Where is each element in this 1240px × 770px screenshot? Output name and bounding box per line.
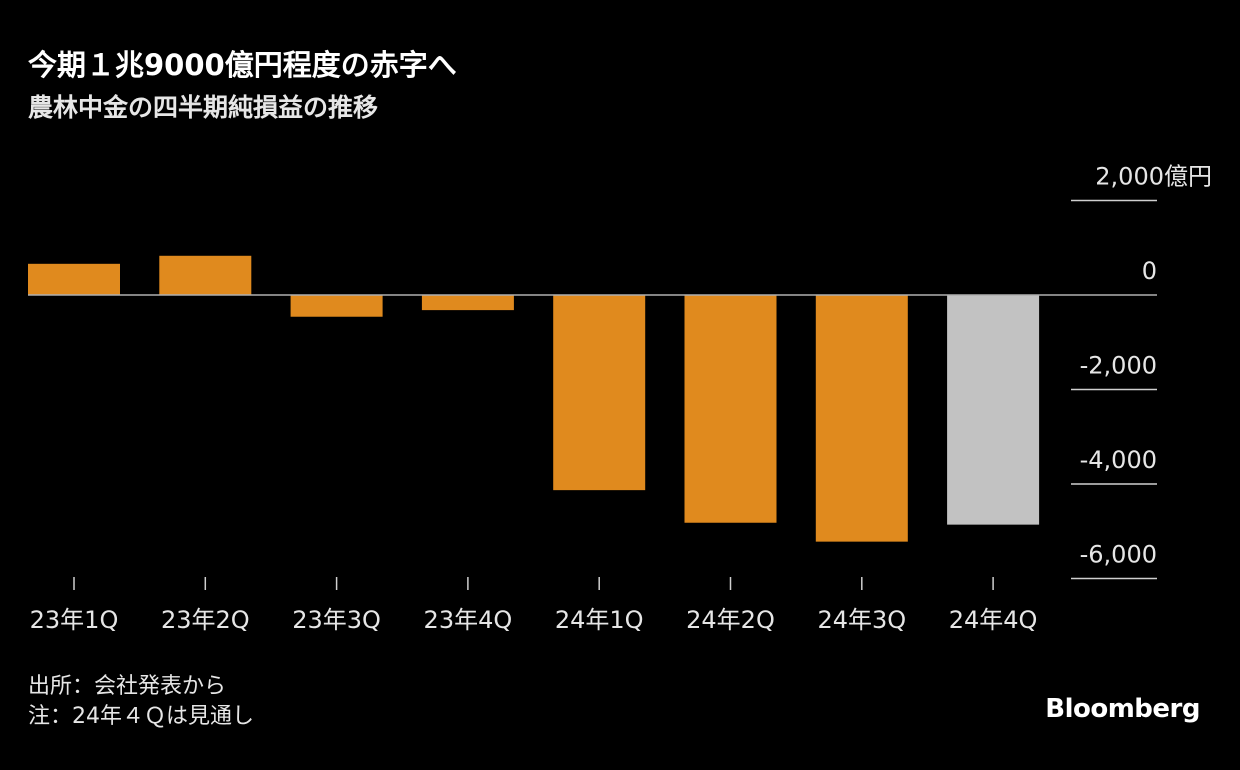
x-tick-label: 24年3Q	[817, 606, 906, 634]
bar	[815, 295, 908, 542]
x-tick-label: 23年2Q	[161, 606, 250, 634]
bar	[159, 255, 252, 295]
bar	[421, 295, 514, 311]
x-tick-label: 24年1Q	[555, 606, 644, 634]
x-tick-label: 23年3Q	[292, 606, 381, 634]
source-line: 出所：会社発表から	[28, 674, 227, 699]
chart-subtitle: 農林中金の四半期純損益の推移	[28, 93, 379, 122]
x-tick-label: 24年4Q	[949, 606, 1038, 634]
bloomberg-logo: Bloomberg	[1045, 694, 1200, 724]
x-tick-label: 24年2Q	[686, 606, 775, 634]
x-tick-label: 23年1Q	[30, 606, 119, 634]
chart-title: 今期１兆9000億円程度の赤字へ	[28, 48, 457, 82]
bar	[947, 295, 1040, 525]
x-tick-label: 23年4Q	[424, 606, 513, 634]
bar	[553, 295, 646, 491]
y-tick-label: -4,000	[1080, 446, 1157, 474]
bar	[290, 295, 383, 317]
y-tick-label: 0	[1142, 257, 1157, 285]
y-tick-label: -6,000	[1080, 541, 1157, 569]
source-note: 出所：会社発表から 注：24年４Ｑは見通し	[28, 672, 254, 732]
y-tick-label: -2,000	[1080, 352, 1157, 380]
forecast-note: 注：24年４Ｑは見通し	[28, 704, 254, 729]
bar	[28, 263, 120, 295]
bar	[684, 295, 777, 523]
y-tick-label: 2,000億円	[1095, 163, 1212, 191]
